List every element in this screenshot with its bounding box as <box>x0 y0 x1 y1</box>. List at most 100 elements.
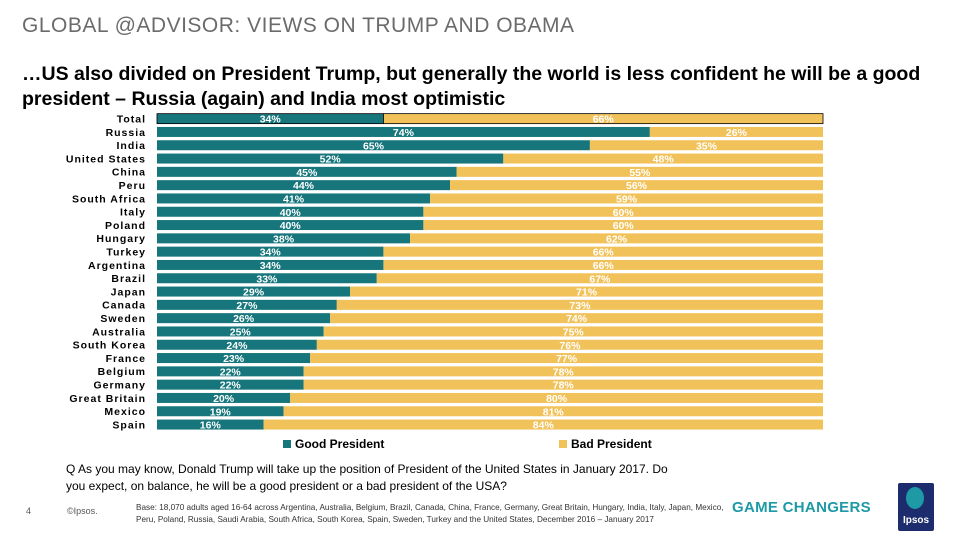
base-note: Base: 18,070 adults aged 16-64 across Ar… <box>136 503 724 524</box>
data-label: 41% <box>283 193 305 205</box>
data-label: 22% <box>220 380 242 392</box>
category-label: China <box>112 167 146 179</box>
logo-wordmark: Ipsos <box>902 515 930 526</box>
data-label: 78% <box>553 366 575 378</box>
data-label: 34% <box>260 247 282 259</box>
data-label: 65% <box>363 140 385 152</box>
data-label: 59% <box>616 193 638 205</box>
category-label: Canada <box>102 300 146 312</box>
category-label: Great Britain <box>69 393 146 405</box>
bar-bad-president <box>383 113 824 125</box>
bar-good-president <box>157 206 424 217</box>
category-label: Spain <box>112 419 146 431</box>
bar-bad-president <box>450 180 823 191</box>
bar-good-president <box>157 246 384 257</box>
page-number: 4 <box>26 506 32 516</box>
data-label: 76% <box>559 340 581 352</box>
data-label: 40% <box>280 220 302 232</box>
category-label: Argentina <box>88 260 146 272</box>
category-label: Poland <box>105 220 146 232</box>
category-label: Japan <box>111 286 146 298</box>
data-label: 34% <box>260 114 282 126</box>
bar-bad-president <box>649 126 823 137</box>
bar-good-president <box>157 339 317 350</box>
bar-good-president <box>157 353 311 364</box>
bar-bad-president <box>410 233 823 244</box>
data-label: 19% <box>210 406 232 418</box>
category-label: Peru <box>119 180 146 192</box>
data-label: 55% <box>629 167 651 179</box>
data-label: 25% <box>230 326 252 338</box>
bar-bad-president <box>303 366 823 377</box>
data-label: 81% <box>543 406 565 418</box>
bar-bad-president <box>336 299 823 310</box>
survey-question: Q As you may know, Donald Trump will tak… <box>66 462 668 493</box>
data-label: 66% <box>593 260 615 272</box>
bar-good-president <box>157 259 384 270</box>
category-label: Turkey <box>106 246 146 258</box>
bar-bad-president <box>589 140 823 151</box>
bar-bad-president <box>383 259 823 270</box>
data-label: 24% <box>226 340 248 352</box>
bar-bad-president <box>383 246 823 257</box>
data-label: 38% <box>273 233 295 245</box>
data-label: 23% <box>223 353 245 365</box>
bar-good-president <box>157 406 284 417</box>
data-label: 60% <box>613 207 635 219</box>
bar-bad-president <box>303 379 823 390</box>
category-label: Hungary <box>96 233 146 245</box>
bar-good-president <box>157 233 411 244</box>
data-label: 16% <box>200 420 222 432</box>
data-label: 44% <box>293 180 315 192</box>
data-label: 26% <box>233 313 255 325</box>
chart-subtitle: …US also divided on President Trump, but… <box>22 63 921 110</box>
bar-bad-president <box>423 206 823 217</box>
data-label: 74% <box>566 313 588 325</box>
bar-bad-president <box>316 339 823 350</box>
category-label: Australia <box>92 326 146 338</box>
data-label: 62% <box>606 233 628 245</box>
data-label: 84% <box>533 420 555 432</box>
category-label: South Africa <box>72 193 146 205</box>
bar-bad-president <box>290 392 823 403</box>
bar-good-president <box>157 273 377 284</box>
category-label: South Korea <box>73 340 146 352</box>
bar-bad-president <box>423 220 823 231</box>
data-label: 60% <box>613 220 635 232</box>
bar-good-president <box>157 313 331 324</box>
page-title: GLOBAL @ADVISOR: VIEWS ON TRUMP AND OBAM… <box>22 14 575 37</box>
bar-good-president <box>157 326 324 337</box>
data-label: 33% <box>256 273 278 285</box>
bar-bad-president <box>430 193 823 204</box>
bar-bad-president <box>310 353 823 364</box>
data-label: 74% <box>393 127 415 139</box>
category-label: Italy <box>120 207 146 219</box>
data-label: 34% <box>260 260 282 272</box>
bar-good-president <box>157 419 264 430</box>
legend-swatch-bad <box>559 440 567 448</box>
data-label: 40% <box>280 207 302 219</box>
logo-mark-icon <box>906 487 924 509</box>
bar-good-president <box>157 153 504 164</box>
bar-good-president <box>157 366 304 377</box>
data-label: 67% <box>589 273 611 285</box>
legend-label-good: Good President <box>295 437 385 451</box>
data-label: 22% <box>220 366 242 378</box>
copyright: ©Ipsos. <box>67 506 98 516</box>
data-label: 73% <box>569 300 591 312</box>
data-label: 56% <box>626 180 648 192</box>
bar-good-president <box>157 220 424 231</box>
bar-good-president <box>157 286 351 297</box>
legend-good: Good President <box>283 437 384 451</box>
category-label: Belgium <box>98 366 146 378</box>
legend-swatch-good <box>283 440 291 448</box>
category-label: India <box>116 140 146 152</box>
category-label: United States <box>66 153 146 165</box>
data-label: 66% <box>593 114 615 126</box>
data-label: 52% <box>320 154 342 166</box>
category-label: Total <box>117 113 146 125</box>
data-label: 77% <box>556 353 578 365</box>
bar-good-president <box>157 126 650 137</box>
legend-bad: Bad President <box>559 437 652 451</box>
